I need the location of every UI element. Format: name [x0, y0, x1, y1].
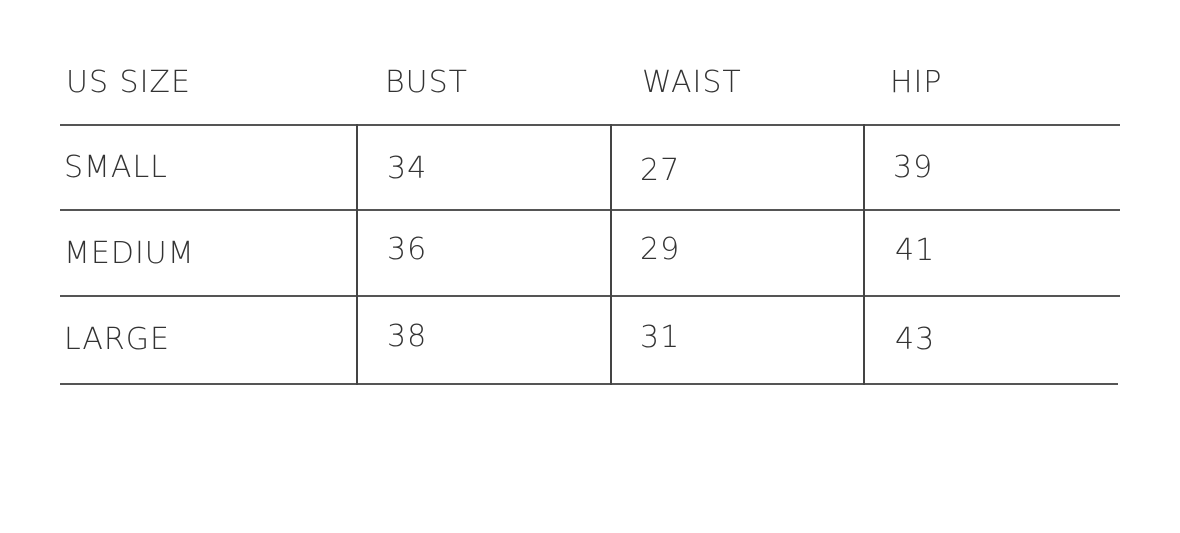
hip-cell: 43: [895, 322, 936, 357]
divider: [60, 209, 1120, 211]
bust-cell: 36: [387, 232, 428, 267]
header-waist: WAIST: [642, 65, 742, 100]
size-cell: LARGE: [64, 322, 170, 357]
size-cell: SMALL: [64, 150, 168, 185]
column-divider: [610, 124, 612, 385]
header-bust: BUST: [385, 65, 468, 100]
divider: [60, 124, 1120, 126]
header-us-size: US SIZE: [66, 65, 191, 100]
column-divider: [356, 124, 358, 385]
bust-cell: 38: [387, 319, 428, 354]
bust-cell: 34: [387, 151, 428, 186]
divider: [60, 295, 1120, 297]
column-divider: [863, 124, 865, 385]
divider: [60, 383, 1118, 385]
waist-cell: 31: [640, 320, 681, 355]
waist-cell: 27: [640, 153, 681, 188]
hip-cell: 39: [893, 150, 934, 185]
size-cell: MEDIUM: [64, 236, 195, 271]
header-hip: HIP: [890, 65, 943, 100]
hip-cell: 41: [895, 233, 936, 268]
waist-cell: 29: [640, 232, 681, 267]
